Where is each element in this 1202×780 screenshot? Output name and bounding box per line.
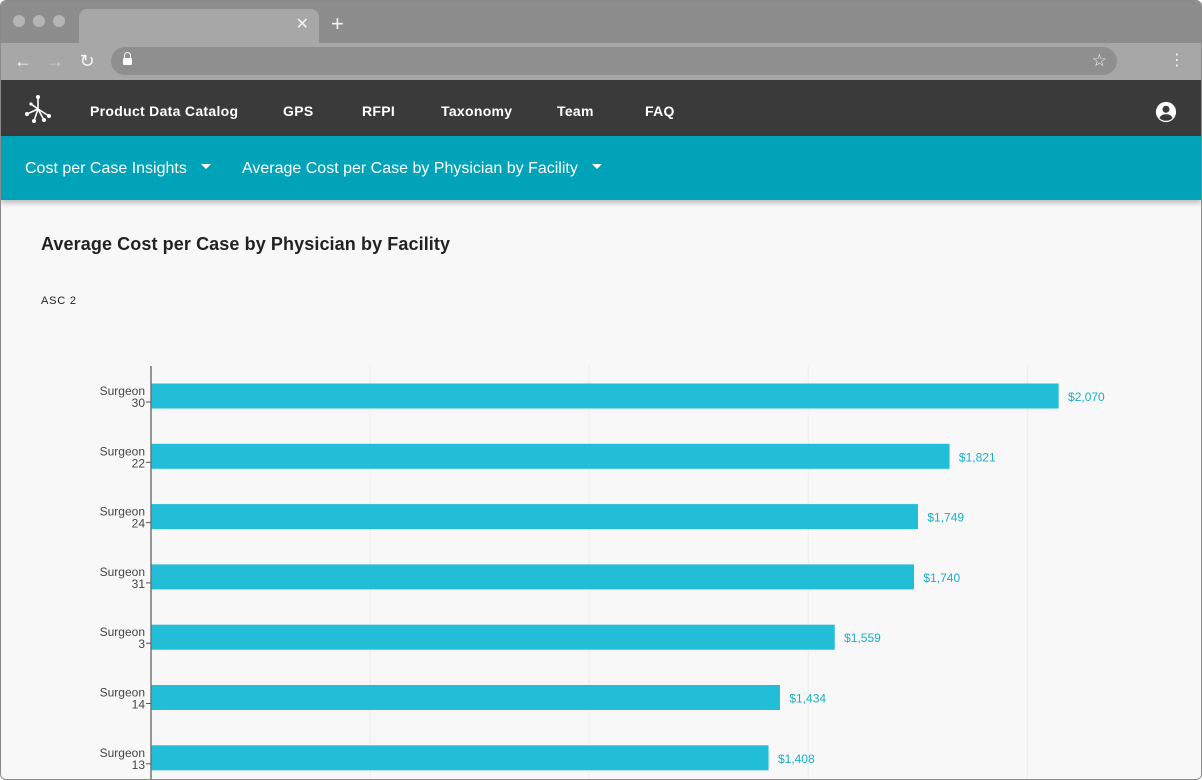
bar[interactable]	[151, 745, 769, 771]
bar[interactable]	[151, 564, 915, 590]
category-label: Surgeon	[100, 565, 145, 579]
nav-rfpi[interactable]: RFPI	[362, 103, 396, 119]
data-label: $1,434	[789, 692, 826, 706]
address-bar[interactable]: ☆	[111, 47, 1117, 75]
data-label: $2,070	[1068, 390, 1105, 404]
caret-down-icon	[591, 164, 602, 170]
category-label: Surgeon	[100, 505, 145, 519]
report-dropdown[interactable]: Average Cost per Case by Physician by Fa…	[242, 136, 602, 200]
category-label: Surgeon	[100, 746, 145, 760]
nav-taxonomy[interactable]: Taxonomy	[441, 103, 513, 119]
category-label: Surgeon	[100, 686, 145, 700]
main-content: Average Cost per Case by Physician by Fa…	[1, 200, 1201, 779]
browser-menu-icon[interactable]: ⋮	[1169, 52, 1185, 69]
insights-dropdown[interactable]: Cost per Case Insights	[25, 136, 211, 200]
forward-icon[interactable]: →	[46, 51, 64, 71]
nav-faq[interactable]: FAQ	[645, 103, 675, 119]
cost-per-case-chart: Surgeon 30 $2,070 Surgeon 22 $1,821 Surgeon 24 $…	[1, 350, 1201, 779]
bar[interactable]	[151, 383, 1059, 409]
bar[interactable]	[151, 504, 918, 530]
data-label: $1,749	[927, 511, 964, 525]
close-tab-icon[interactable]: ✕	[295, 16, 309, 33]
close-window-button[interactable]	[13, 15, 25, 27]
data-label: $1,740	[923, 571, 960, 585]
app-logo-icon[interactable]	[23, 94, 53, 124]
app-header: Product Data Catalog GPS RFPI Taxonomy T…	[1, 80, 1201, 136]
report-dropdown-label: Average Cost per Case by Physician by Fa…	[242, 160, 578, 177]
category-label: 3	[138, 637, 145, 651]
bar[interactable]	[151, 685, 780, 710]
nav-gps[interactable]: GPS	[283, 103, 314, 119]
category-label: Surgeon	[100, 444, 145, 458]
facility-label: ASC 2	[41, 295, 77, 307]
reload-icon[interactable]: ↻	[79, 51, 95, 71]
page-title: Average Cost per Case by Physician by Fa…	[41, 234, 451, 254]
browser-tab[interactable]: ✕	[79, 9, 319, 43]
browser-toolbar: ← → ↻ ☆ ⋮	[1, 43, 1201, 80]
category-label: 13	[132, 758, 146, 772]
category-label: 22	[132, 456, 146, 470]
sub-navigation: Cost per Case Insights Average Cost per …	[1, 136, 1201, 200]
maximize-window-button[interactable]	[53, 15, 65, 27]
bar[interactable]	[151, 624, 835, 650]
lock-icon	[123, 52, 132, 66]
nav-product-data-catalog[interactable]: Product Data Catalog	[90, 103, 239, 119]
caret-down-icon	[200, 164, 211, 170]
browser-titlebar: ✕ +	[1, 1, 1201, 43]
category-label: 30	[132, 396, 146, 410]
category-label: Surgeon	[100, 384, 145, 398]
window-controls	[13, 15, 65, 27]
account-icon[interactable]	[1155, 101, 1177, 123]
data-label: $1,408	[778, 752, 815, 766]
category-label: 31	[132, 577, 146, 591]
data-label: $1,821	[959, 450, 996, 464]
nav-team[interactable]: Team	[557, 103, 594, 119]
bar[interactable]	[151, 443, 950, 469]
data-label: $1,559	[844, 631, 881, 645]
minimize-window-button[interactable]	[33, 15, 45, 27]
new-tab-icon[interactable]: +	[331, 11, 344, 36]
category-label: Surgeon	[100, 625, 145, 639]
category-label: 24	[132, 517, 146, 531]
bookmark-star-icon[interactable]: ☆	[1091, 51, 1107, 70]
back-icon[interactable]: ←	[14, 51, 32, 71]
insights-dropdown-label: Cost per Case Insights	[25, 160, 187, 177]
category-label: 14	[132, 698, 146, 712]
